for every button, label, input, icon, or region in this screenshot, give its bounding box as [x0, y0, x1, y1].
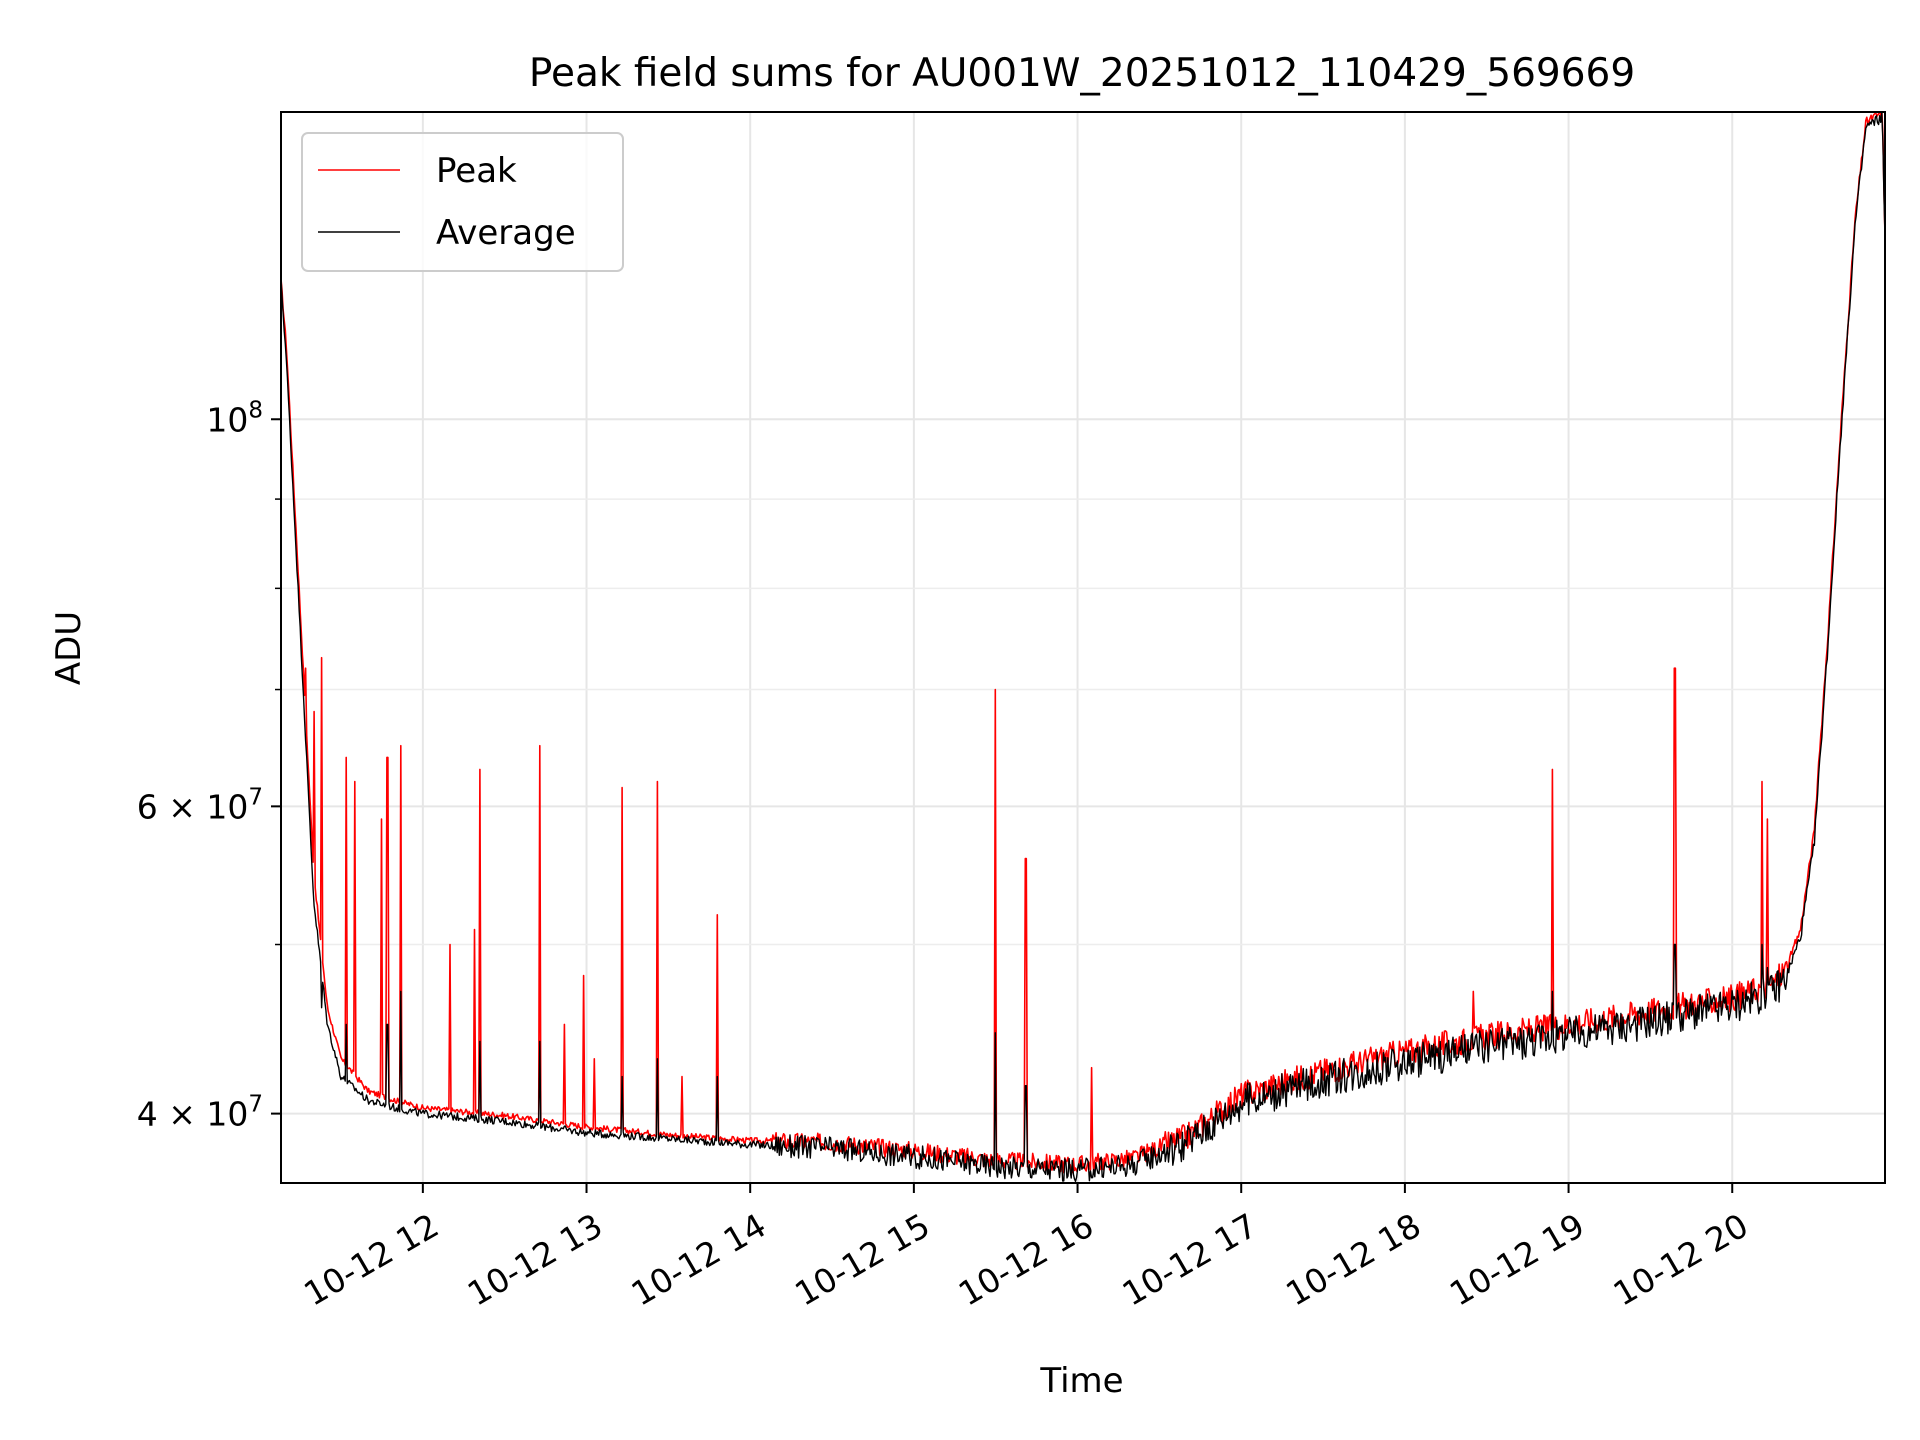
grid: [281, 112, 1885, 1183]
y-tick-label: 6 × 107: [137, 784, 263, 826]
legend: Peak Average: [301, 132, 624, 272]
x-axis-label: Time: [1039, 1361, 1123, 1401]
plot-area: [281, 112, 1885, 1183]
legend-label-peak: Peak: [436, 151, 517, 191]
plot-frame: [280, 111, 1886, 1184]
y-tick-label: 4 × 107: [137, 1092, 263, 1134]
y-axis-label: ADU: [49, 611, 89, 685]
legend-label-average: Average: [436, 213, 576, 253]
series-line-average: [281, 112, 1885, 1182]
series-lines: [281, 112, 1885, 1182]
chart-title: Peak field sums for AU001W_20251012_1104…: [529, 51, 1635, 96]
y-tick-label: 108: [206, 397, 263, 439]
legend-box: [301, 132, 624, 272]
